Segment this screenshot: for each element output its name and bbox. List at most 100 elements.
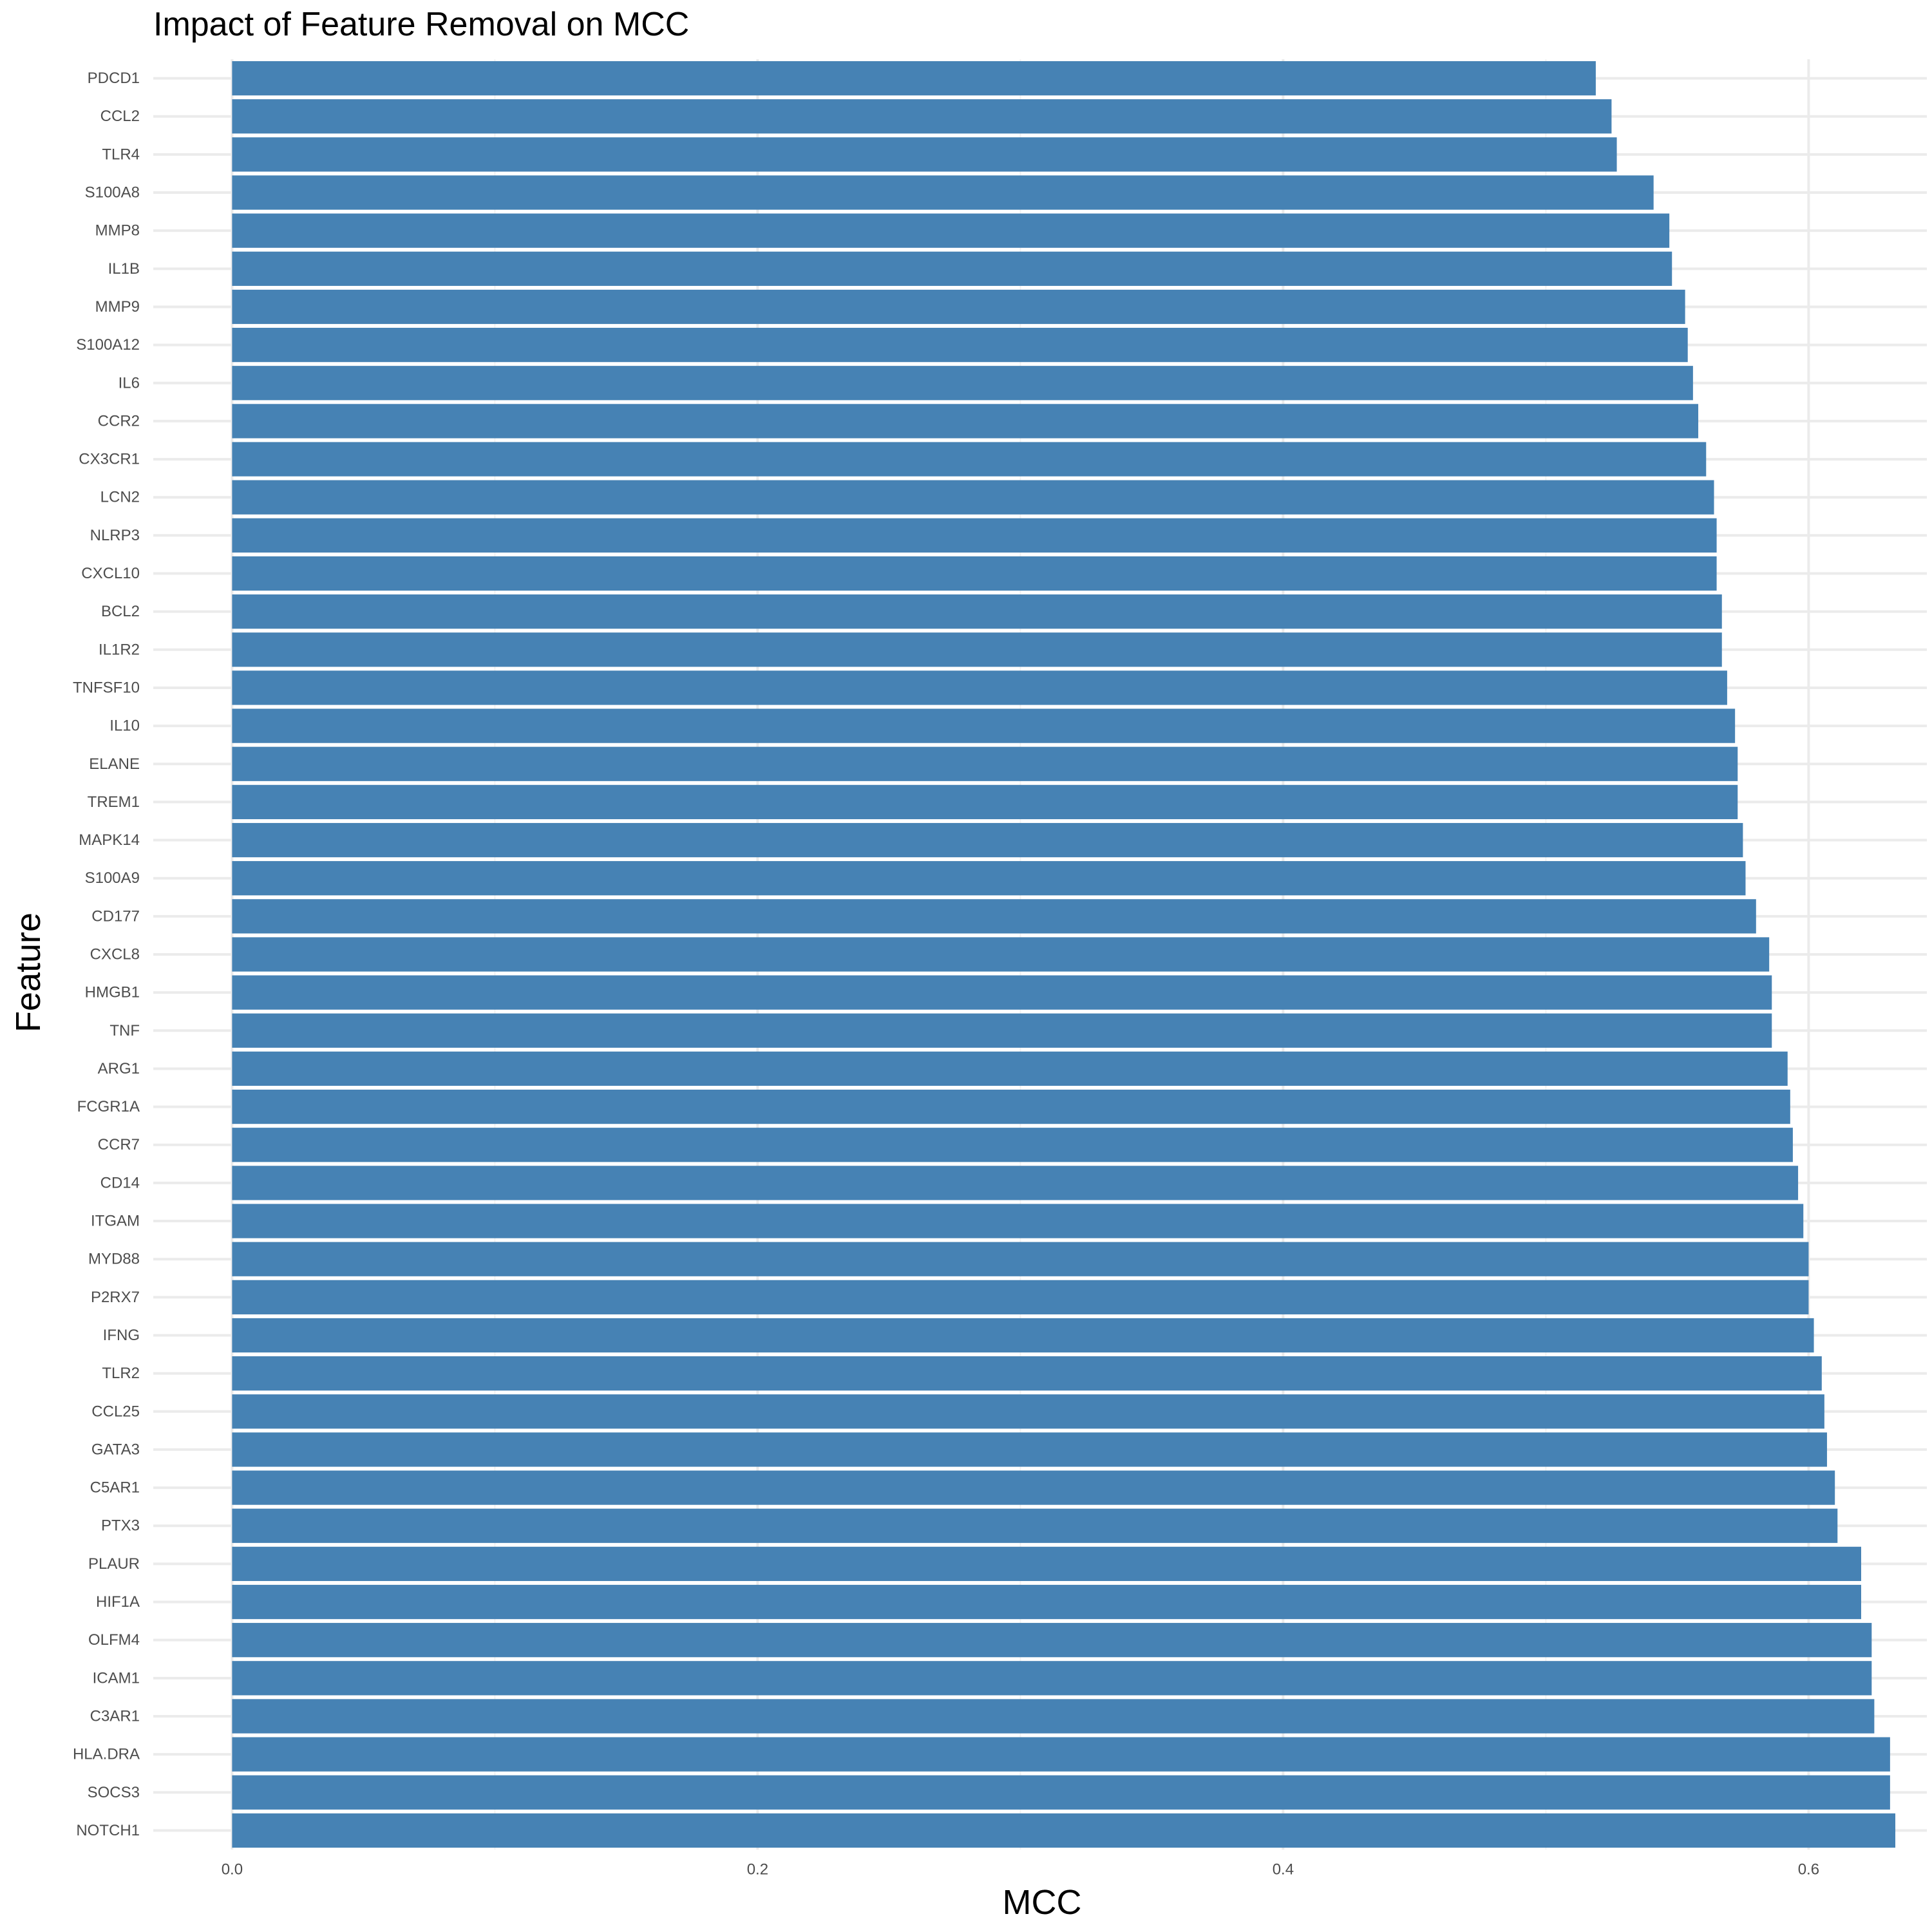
y-tick-label: PLAUR bbox=[88, 1555, 140, 1573]
bar-il6 bbox=[232, 366, 1693, 401]
bar-ccr2 bbox=[232, 404, 1699, 439]
bar-cd14 bbox=[232, 1166, 1799, 1200]
y-tick-label: C5AR1 bbox=[90, 1479, 140, 1497]
y-tick-label: ICAM1 bbox=[93, 1669, 140, 1687]
bar-myd88 bbox=[232, 1242, 1809, 1276]
bar-ptx3 bbox=[232, 1508, 1838, 1543]
y-tick-label: IL6 bbox=[118, 374, 140, 392]
bar-il10 bbox=[232, 708, 1736, 743]
bar-hif1a bbox=[232, 1584, 1862, 1620]
y-tick-label: TNF bbox=[109, 1022, 140, 1039]
y-tick-label: GATA3 bbox=[91, 1441, 140, 1458]
x-tick-label: 0.4 bbox=[1273, 1861, 1294, 1879]
y-tick-label: S100A9 bbox=[85, 869, 140, 887]
y-tick-label: NLRP3 bbox=[90, 527, 140, 544]
y-tick-label: MMP9 bbox=[95, 298, 140, 316]
bar-bcl2 bbox=[232, 594, 1722, 629]
bar-hmgb1 bbox=[232, 975, 1772, 1010]
y-tick-label: CX3CR1 bbox=[79, 451, 140, 468]
y-tick-label: CD14 bbox=[100, 1174, 140, 1191]
bar-elane bbox=[232, 746, 1738, 781]
bar-socs3 bbox=[232, 1775, 1890, 1810]
y-tick-label: P2RX7 bbox=[91, 1289, 140, 1306]
y-tick-label: IFNG bbox=[103, 1327, 140, 1344]
bar-icam1 bbox=[232, 1661, 1872, 1696]
y-tick-label: ARG1 bbox=[98, 1060, 140, 1077]
bar-ifng bbox=[232, 1318, 1814, 1353]
y-tick-label: C3AR1 bbox=[90, 1707, 140, 1725]
bar-cxcl10 bbox=[232, 556, 1717, 591]
y-tick-label: S100A12 bbox=[76, 336, 140, 354]
bar-arg1 bbox=[232, 1051, 1788, 1086]
y-tick-label: TLR4 bbox=[102, 146, 140, 163]
bar-pdcd1 bbox=[232, 61, 1596, 96]
x-tick-label: 0.6 bbox=[1798, 1861, 1819, 1879]
bar-fcgr1a bbox=[232, 1089, 1790, 1124]
x-axis-title: MCC bbox=[1002, 1883, 1082, 1922]
y-tick-label: CCL25 bbox=[91, 1403, 140, 1420]
bar-tnf bbox=[232, 1013, 1772, 1048]
bar-ccl2 bbox=[232, 99, 1612, 134]
y-tick-label: TREM1 bbox=[88, 793, 140, 811]
bar-notch1 bbox=[232, 1813, 1896, 1848]
y-tick-label: CCL2 bbox=[100, 108, 140, 125]
y-tick-label: IL10 bbox=[109, 717, 140, 735]
bar-s100a8 bbox=[232, 175, 1654, 210]
y-tick-label: TNFSF10 bbox=[73, 679, 140, 696]
bar-hla-dra bbox=[232, 1737, 1890, 1772]
bar-mapk14 bbox=[232, 822, 1743, 858]
bar-p2rx7 bbox=[232, 1280, 1809, 1314]
y-tick-label: IL1R2 bbox=[99, 641, 140, 658]
bar-il1r2 bbox=[232, 632, 1722, 667]
y-tick-label: MAPK14 bbox=[79, 831, 140, 849]
y-tick-label: IL1B bbox=[108, 260, 140, 278]
y-tick-label: ITGAM bbox=[91, 1213, 140, 1230]
y-tick-label: HMGB1 bbox=[85, 984, 140, 1001]
bar-cd177 bbox=[232, 899, 1756, 934]
bar-olfm4 bbox=[232, 1623, 1872, 1658]
y-tick-label: BCL2 bbox=[101, 603, 140, 620]
y-tick-label: ELANE bbox=[89, 755, 140, 773]
bar-tnfsf10 bbox=[232, 670, 1727, 705]
y-tick-label: CXCL10 bbox=[81, 565, 140, 582]
y-tick-label: HLA.DRA bbox=[73, 1746, 140, 1763]
bar-ccl25 bbox=[232, 1394, 1824, 1429]
y-tick-label: MYD88 bbox=[88, 1251, 140, 1268]
y-tick-label: CD177 bbox=[91, 907, 140, 925]
bar-cx3cr1 bbox=[232, 442, 1707, 477]
y-tick-label: CXCL8 bbox=[90, 946, 140, 963]
bar-nlrp3 bbox=[232, 518, 1717, 553]
bar-tlr4 bbox=[232, 137, 1617, 172]
bar-plaur bbox=[232, 1546, 1862, 1581]
bar-mmp8 bbox=[232, 213, 1670, 248]
bar-mmp9 bbox=[232, 289, 1685, 325]
bar-ccr7 bbox=[232, 1128, 1793, 1162]
bar-cxcl8 bbox=[232, 937, 1770, 972]
x-tick-label: 0.2 bbox=[747, 1861, 768, 1879]
y-tick-label: HIF1A bbox=[96, 1593, 140, 1611]
y-tick-label: S100A8 bbox=[85, 184, 140, 202]
y-tick-label: MMP8 bbox=[95, 222, 140, 240]
bar-s100a12 bbox=[232, 328, 1688, 363]
bar-trem1 bbox=[232, 784, 1738, 820]
chart-title: Impact of Feature Removal on MCC bbox=[153, 6, 690, 43]
y-tick-label: FCGR1A bbox=[77, 1098, 140, 1115]
bar-il1b bbox=[232, 251, 1672, 286]
y-tick-label: OLFM4 bbox=[88, 1631, 140, 1649]
y-tick-label: TLR2 bbox=[102, 1365, 140, 1382]
bar-lcn2 bbox=[232, 480, 1714, 515]
bar-s100a9 bbox=[232, 861, 1746, 896]
y-tick-label: SOCS3 bbox=[88, 1784, 140, 1801]
y-tick-label: CCR2 bbox=[98, 412, 140, 430]
bar-c3ar1 bbox=[232, 1699, 1875, 1734]
x-tick-label: 0.0 bbox=[222, 1861, 243, 1879]
bar-gata3 bbox=[232, 1432, 1827, 1467]
bar-itgam bbox=[232, 1204, 1804, 1238]
bar-tlr2 bbox=[232, 1356, 1822, 1391]
bar-c5ar1 bbox=[232, 1470, 1835, 1505]
y-tick-label: PTX3 bbox=[101, 1517, 140, 1535]
y-tick-label: LCN2 bbox=[100, 489, 140, 506]
y-tick-label: CCR7 bbox=[98, 1136, 140, 1153]
